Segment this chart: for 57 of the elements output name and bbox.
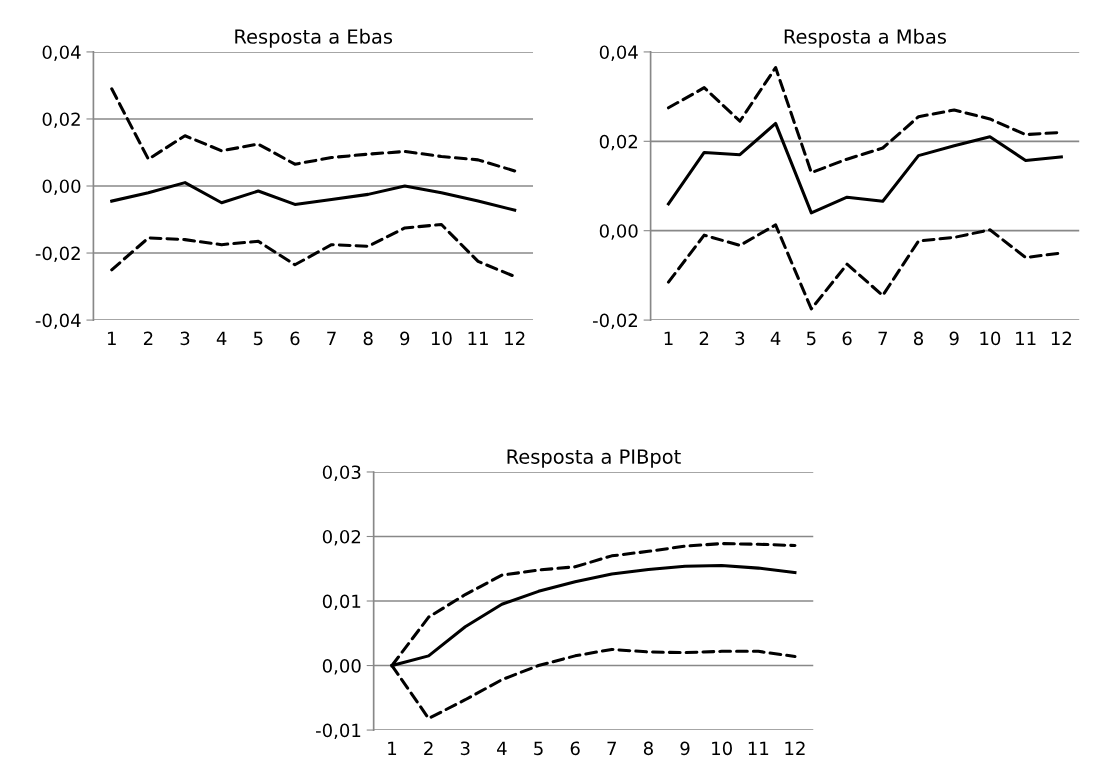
y-tick-label: 0,00 [599, 224, 638, 240]
x-tick-label: 5 [534, 741, 543, 756]
x-tick-label: 4 [216, 331, 227, 345]
x-tick-label: 7 [327, 331, 336, 345]
x-tick-label: 6 [842, 331, 852, 346]
x-tick-label: 8 [363, 331, 373, 346]
x-tick-label: 11 [1016, 331, 1036, 345]
y-tick-label: 0,02 [599, 134, 637, 151]
x-tick-label: 6 [290, 331, 300, 346]
x-tick-label: 2 [424, 741, 433, 755]
y-tick-label: 0,04 [599, 45, 638, 61]
chart-title: Resposta a Ebas [235, 28, 393, 48]
x-tick-label: 11 [468, 331, 488, 345]
x-tick-label: 3 [460, 741, 470, 756]
x-tick-label: 5 [806, 331, 816, 346]
x-tick-label: 9 [680, 741, 690, 756]
line-series [666, 121, 1063, 215]
y-tick-label: 0,00 [322, 658, 361, 675]
x-tick-label: 1 [664, 331, 673, 345]
x-tick-label: 2 [143, 331, 153, 345]
x-tick-label: 4 [497, 741, 507, 755]
x-tick-label: 7 [878, 331, 887, 345]
x-tick-label: 7 [607, 741, 616, 755]
y-tick-label: 0,01 [322, 594, 361, 610]
x-tick-label: 5 [253, 331, 263, 346]
y-tick-label: 0,03 [322, 465, 361, 481]
line-series [110, 87, 517, 173]
x-tick-label: 9 [400, 331, 410, 346]
x-tick-label: 12 [1051, 331, 1072, 345]
x-tick-label: 1 [107, 331, 116, 345]
line-series [110, 181, 517, 212]
chart-title: Resposta a Mbas [784, 28, 946, 48]
line-series [110, 223, 517, 279]
chart-title: Resposta a PIBpot [507, 449, 681, 468]
x-tick-label: 2 [699, 331, 709, 345]
y-tick-label: 0,00 [42, 179, 81, 195]
x-tick-label: 1 [388, 741, 397, 755]
x-tick-label: 12 [505, 331, 525, 345]
x-tick-label: 10 [431, 331, 452, 346]
y-tick-label: 0,02 [42, 112, 80, 128]
x-tick-label: 11 [748, 741, 769, 755]
x-tick-label: 8 [643, 741, 653, 756]
y-tick-label: 0,02 [322, 529, 361, 546]
x-tick-label: 12 [785, 741, 805, 755]
x-tick-label: 6 [570, 741, 580, 756]
y-tick-label: -0,02 [35, 246, 80, 262]
x-tick-label: 3 [180, 331, 190, 346]
y-tick-label: 0,04 [42, 45, 81, 61]
y-tick-label: -0,04 [35, 313, 81, 330]
x-tick-label: 8 [913, 331, 923, 346]
x-tick-label: 4 [770, 331, 781, 345]
x-tick-label: 3 [735, 331, 745, 346]
x-tick-label: 10 [980, 331, 1001, 346]
x-tick-label: 10 [712, 741, 732, 756]
y-tick-label: -0,01 [316, 723, 361, 740]
y-tick-label: -0,02 [592, 313, 637, 330]
x-tick-label: 9 [949, 331, 959, 346]
